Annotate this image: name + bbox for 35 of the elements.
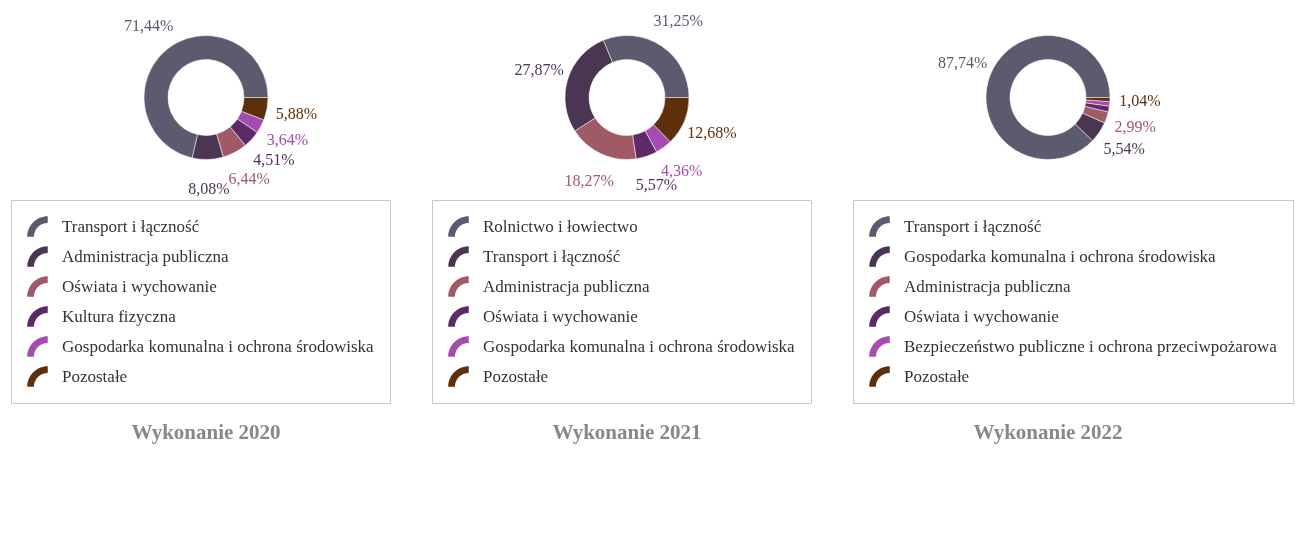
data-label: 5,88% (275, 105, 318, 123)
legend-label: Oświata i wychowanie (62, 276, 217, 296)
legend-label: Gospodarka komunalna i ochrona środowiska (62, 336, 375, 356)
legend-label: Pozostałe (483, 366, 549, 386)
legend-label: Gospodarka komunalna i ochrona środowiska (483, 336, 796, 356)
data-label: 71,44% (123, 16, 174, 34)
legend-label: Oświata i wychowanie (904, 306, 1059, 326)
data-label: 87,74% (938, 53, 988, 71)
legend-label: Administracja publiczna (62, 246, 230, 266)
data-label: 27,87% (514, 61, 564, 79)
legend-label: Transport i łączność (483, 246, 621, 266)
legend-label: Administracja publiczna (483, 276, 651, 296)
legend-label: Kultura fizyczna (62, 306, 177, 326)
data-label: 12,68% (687, 124, 737, 142)
data-label: 31,25% (653, 12, 703, 29)
legend-label: Bezpieczeństwo publiczne i ochrona przeciwpożarowa (904, 336, 1278, 356)
text: Wykonanie 2021 (552, 419, 702, 444)
legend-label: Pozostałe (904, 366, 970, 386)
text: Wykonanie 2022 (973, 419, 1123, 444)
data-label: 2,99% (1114, 118, 1156, 136)
data-label: 4,51% (253, 150, 295, 168)
legend-label: Oświata i wychowanie (483, 306, 638, 326)
legend-label: Gospodarka komunalna i ochrona środowiska (904, 246, 1217, 266)
legend-label: Transport i łączność (904, 216, 1042, 236)
legend-label: Rolnictwo i łowiectwo (483, 216, 638, 236)
data-label: 3,64% (266, 131, 309, 149)
legend-label: Pozostałe (62, 366, 128, 386)
legend-label: Administracja publiczna (904, 276, 1072, 296)
data-label: 5,54% (1103, 140, 1145, 158)
data-label: 8,08% (188, 180, 230, 198)
data-label: 18,27% (564, 172, 614, 190)
data-label: 6,44% (228, 169, 270, 187)
text: Wykonanie 2020 (131, 419, 281, 444)
data-label: 1,04% (1119, 91, 1161, 109)
legend-label: Transport i łączność (62, 216, 200, 236)
